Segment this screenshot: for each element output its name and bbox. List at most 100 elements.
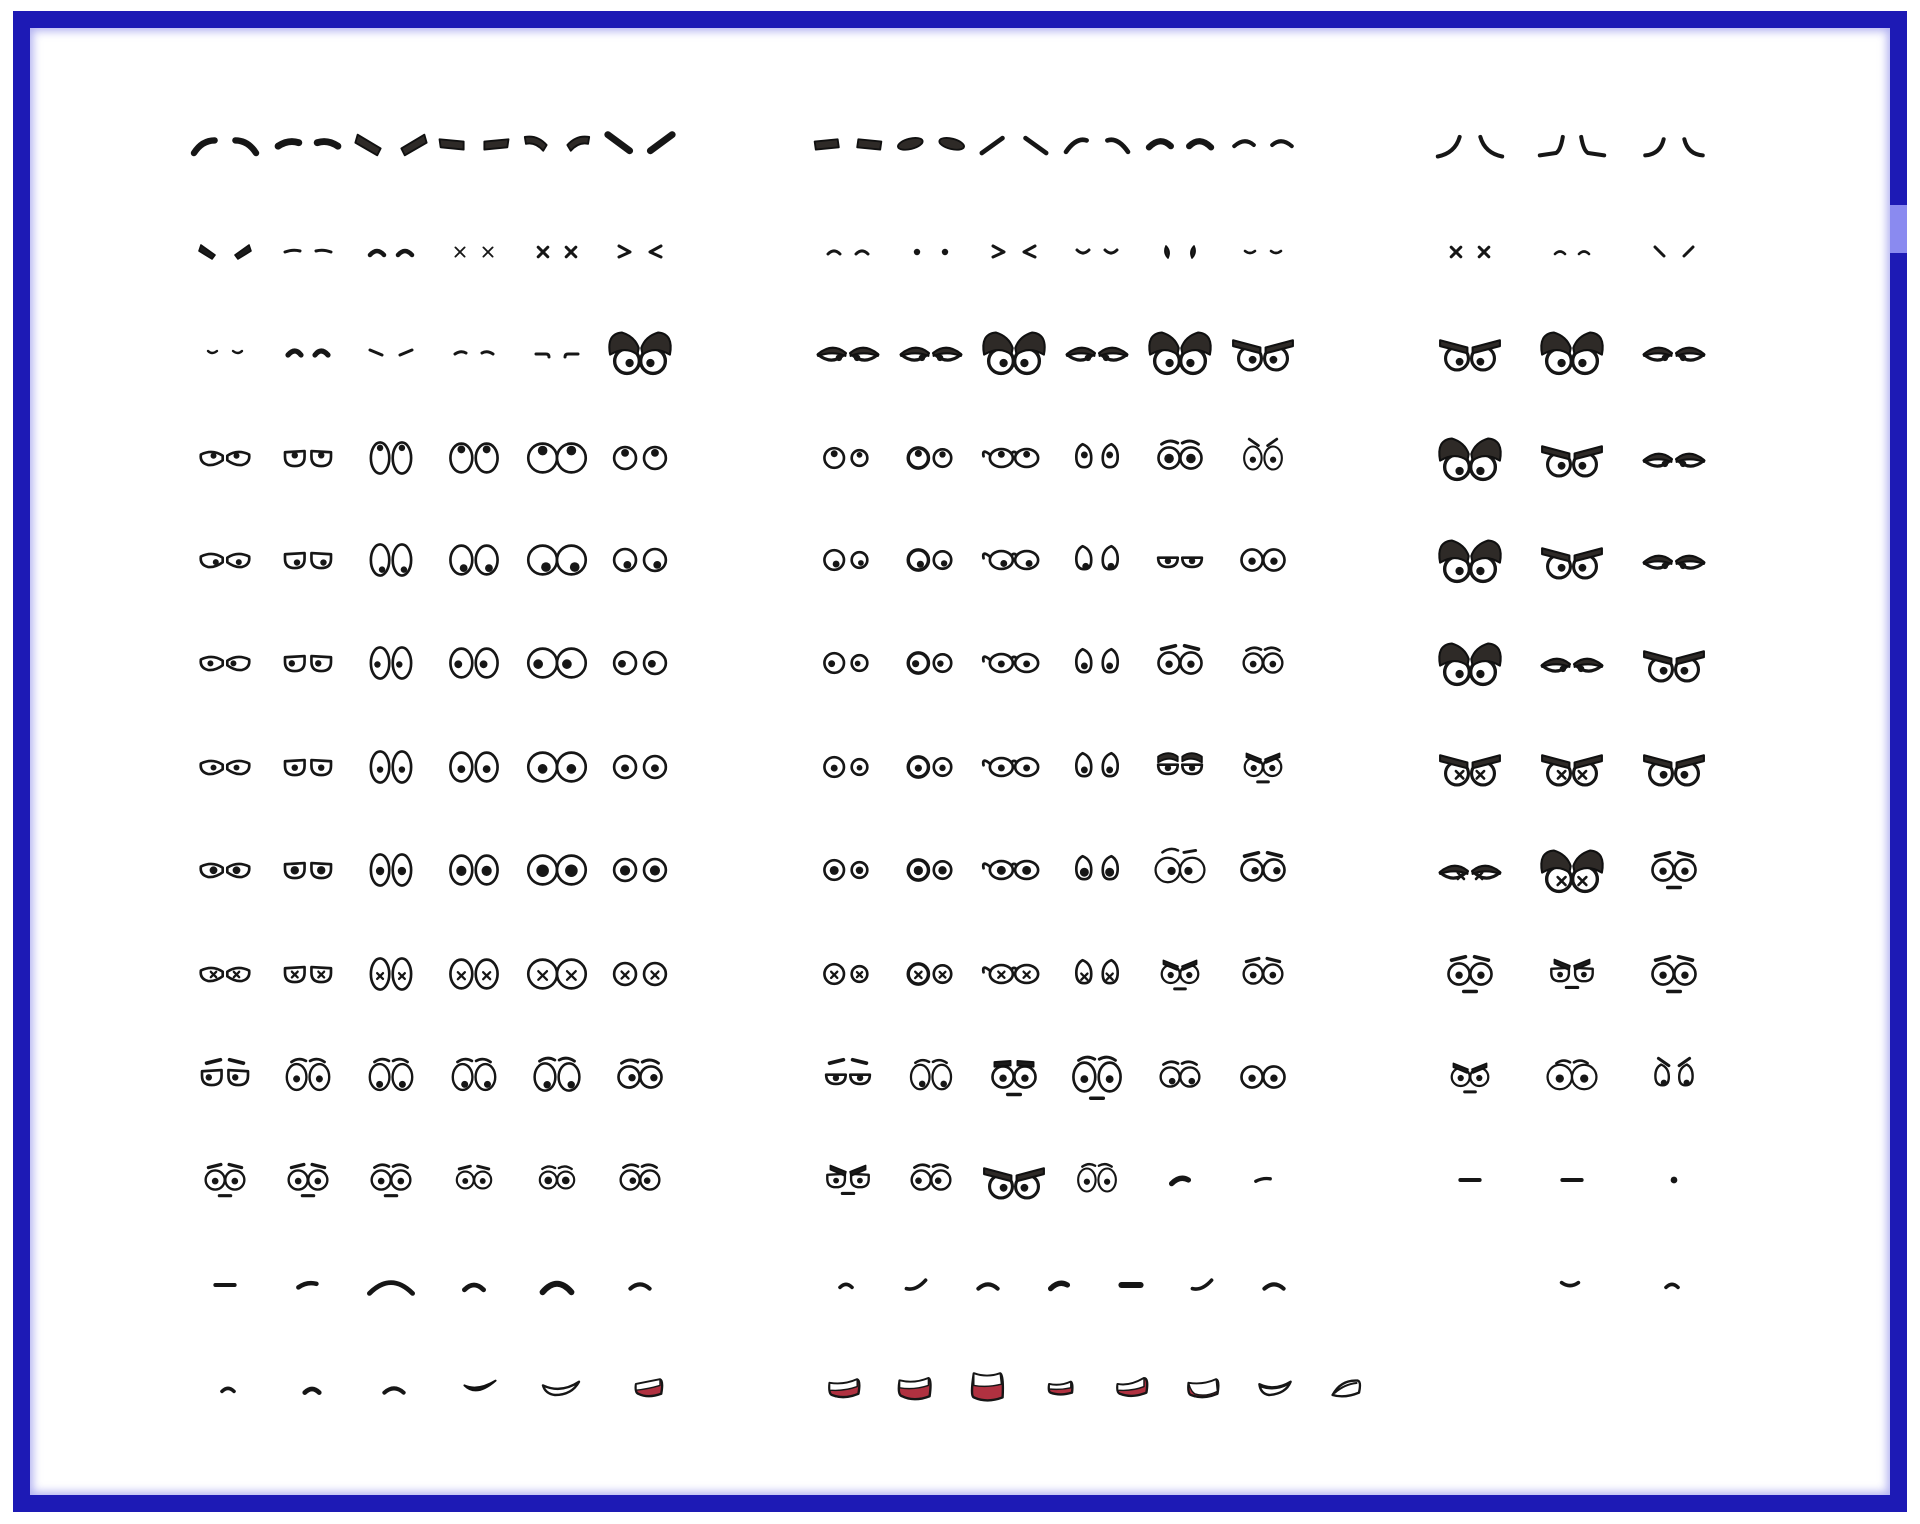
sprite-eyes-circle — [598, 833, 682, 907]
sprite-eyes-smallpair — [806, 626, 890, 700]
sprite-brow-hook3 — [1632, 108, 1716, 182]
sprite-mark-commadash — [432, 315, 516, 389]
sprite-angry-tall — [1530, 315, 1614, 389]
sprite-angry-tall — [598, 315, 682, 389]
sprite-eyes-bigcircle — [515, 626, 599, 700]
sprite-mouth-open5 — [1018, 1352, 1102, 1426]
sprite-mouth-check — [1160, 1248, 1244, 1322]
sprite-eyes-glasses — [972, 833, 1056, 907]
sprite-brow-hook1 — [1428, 108, 1512, 182]
sprite-angry-flat — [1221, 315, 1305, 389]
sprite-eyes-tear — [1055, 730, 1139, 804]
sprite-eyes-sleepy — [183, 421, 267, 495]
sprite-brow-hook2 — [1530, 108, 1614, 182]
sprite-eyes-tear — [1055, 937, 1139, 1011]
border-notch — [1890, 205, 1907, 253]
sprite-mark-caretS — [1530, 215, 1614, 289]
sprite-face-round — [598, 1040, 682, 1114]
sprite-mouth-slantT — [1221, 1143, 1305, 1217]
sprite-face-round — [1428, 937, 1512, 1011]
sprite-mouth-arcS — [1232, 1248, 1316, 1322]
sprite-mouth-slantb — [1138, 1143, 1222, 1217]
sprite-eyes-oval — [432, 937, 516, 1011]
sprite-brow-thincurve — [1055, 108, 1139, 182]
sprite-mouth-dash — [1428, 1143, 1512, 1217]
sprite-mark-wedgedn — [183, 215, 267, 289]
sprite-eyes-circlepair — [889, 833, 973, 907]
sprite-angry-flat — [1530, 421, 1614, 495]
sprite-eyes-dome — [266, 523, 350, 597]
sprite-eyes-glasses — [972, 523, 1056, 597]
blue-frame — [13, 11, 1907, 1512]
sprite-angry-flat — [1530, 523, 1614, 597]
sprite-eyes-talloval — [349, 730, 433, 804]
sprite-face-round — [1221, 937, 1305, 1011]
sprite-face-round — [183, 1143, 267, 1217]
sprite-mouth-vcheck — [438, 1352, 522, 1426]
sprite-eyes-sleepy — [183, 626, 267, 700]
sprite-mouth-open1 — [606, 1352, 690, 1426]
sprite-eyes-dome — [266, 421, 350, 495]
sprite-mouth-frownB — [349, 1248, 433, 1322]
sprite-eyes-glasses — [972, 730, 1056, 804]
sprite-angry-lidded — [1530, 626, 1614, 700]
sprite-mouth-slant — [266, 1248, 350, 1322]
sprite-angry-tall — [1428, 421, 1512, 495]
sprite-mouth-thickdash — [1089, 1248, 1173, 1322]
sprite-angry-lidded — [889, 315, 973, 389]
sprite-eyes-dome — [266, 626, 350, 700]
sprite-eyes-bigcircle — [515, 833, 599, 907]
sprite-mark-narc — [349, 215, 433, 289]
sprite-eyes-oval — [432, 833, 516, 907]
sprite-mouth-bowtie — [519, 1352, 603, 1426]
sprite-face-lid — [1138, 523, 1222, 597]
sprite-face-round — [1221, 730, 1305, 804]
sprite-face-round — [1428, 1040, 1512, 1114]
sprite-eyes-circle — [598, 937, 682, 1011]
sprite-eyes-talloval — [349, 937, 433, 1011]
sprite-mouth-open2 — [802, 1352, 886, 1426]
sprite-mark-veeT — [183, 315, 267, 389]
sprite-eyes-bigcircle — [515, 937, 599, 1011]
sprite-angry-flat — [1632, 730, 1716, 804]
sprite-eyes-bigcircle — [515, 523, 599, 597]
sprite-face-oval — [1055, 1040, 1139, 1114]
sprite-face-round — [349, 1143, 433, 1217]
sprite-angry-tall — [1428, 626, 1512, 700]
sprite-face-round — [1632, 937, 1716, 1011]
sprite-brow-flatc — [266, 108, 350, 182]
sprite-eyes-circle — [598, 730, 682, 804]
sprite-angry-lidded — [806, 315, 890, 389]
sprite-mouth-arcS — [946, 1248, 1030, 1322]
sprite-eyes-round — [1221, 523, 1305, 597]
sprite-mark-xthin — [432, 215, 516, 289]
sprite-face-round — [1138, 937, 1222, 1011]
sprite-face-oval — [889, 1040, 973, 1114]
sprite-eyes-talloval — [349, 421, 433, 495]
sprite-angry-flat — [1428, 730, 1512, 804]
sprite-face-dome — [1530, 937, 1614, 1011]
sprite-mark-vee — [1055, 215, 1139, 289]
sprite-mouth-frownS — [432, 1248, 516, 1322]
sprite-face-oval — [1055, 1143, 1139, 1217]
sprite-mark-dashcurl — [515, 315, 599, 389]
sprite-mark-slantdash — [349, 315, 433, 389]
sprite-angry-tall — [972, 315, 1056, 389]
sprite-face-oval — [349, 1040, 433, 1114]
sprite-face-round — [972, 1040, 1056, 1114]
sprite-eyes-round — [1221, 1040, 1305, 1114]
sprite-eyes-tear — [1055, 523, 1139, 597]
sprite-mouth-arcT — [186, 1352, 270, 1426]
sprite-eyes-talloval — [349, 523, 433, 597]
sprite-brow-thinline — [972, 108, 1056, 182]
sprite-eyes-circlepair — [889, 626, 973, 700]
sprite-face-oval — [432, 1040, 516, 1114]
sprite-mark-drop — [1138, 215, 1222, 289]
sprite-face-round — [1138, 626, 1222, 700]
sprite-angry-tall — [1138, 315, 1222, 389]
sprite-eyes-sleepy — [183, 833, 267, 907]
sprite-eyes-talloval — [349, 833, 433, 907]
sprite-mouth-arcS — [598, 1248, 682, 1322]
sprite-mark-veeS — [1221, 215, 1305, 289]
